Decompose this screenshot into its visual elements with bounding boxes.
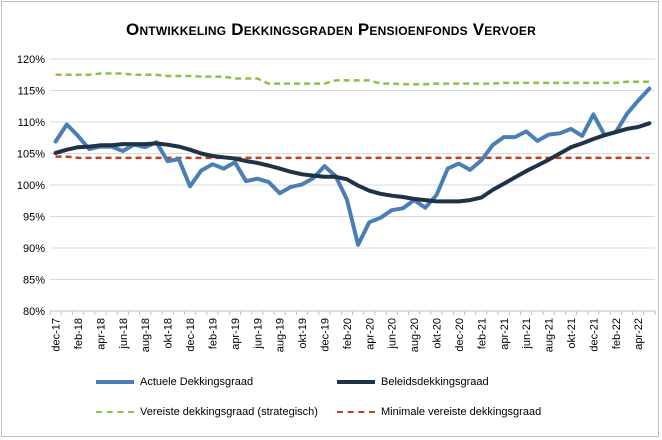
x-tick-label: dec-18 — [185, 318, 197, 352]
x-tick-label: dec-19 — [319, 318, 331, 352]
legend-swatch — [337, 380, 375, 384]
series-line-0 — [53, 86, 652, 247]
legend-swatch — [96, 380, 134, 384]
x-tick-label: jun-21 — [521, 318, 533, 350]
series-line-3 — [55, 155, 650, 160]
legend-swatch — [337, 411, 375, 413]
x-tick-label: feb-19 — [207, 318, 219, 349]
x-tick-label: dec-21 — [588, 318, 600, 352]
legend-swatch — [96, 411, 134, 413]
legend-item: Beleidsdekkingsgraad — [337, 376, 489, 388]
x-tick-label: jun-19 — [252, 318, 264, 350]
x-tick-label: feb-21 — [476, 318, 488, 349]
gridlines — [50, 58, 655, 312]
x-tick-label: dec-17 — [51, 318, 63, 352]
legend-item: Minimale vereiste dekkingsgraad — [337, 406, 541, 418]
x-tick-label: aug-18 — [140, 318, 152, 352]
x-tick-label: dec-20 — [454, 318, 466, 352]
y-tick-label: 120% — [17, 54, 45, 66]
x-tick-label: aug-19 — [275, 318, 287, 352]
x-tick-label: apr-19 — [230, 318, 242, 350]
y-tick-label: 85% — [23, 275, 45, 287]
x-tick-label: apr-21 — [499, 318, 511, 350]
x-tick-label: feb-22 — [611, 318, 623, 349]
x-tick-label: okt-18 — [163, 318, 175, 349]
x-axis — [49, 310, 656, 315]
x-tick-label: apr-20 — [364, 318, 376, 350]
y-tick-label: 80% — [23, 306, 45, 318]
x-tick-label: feb-20 — [342, 318, 354, 349]
x-tick-label: jun-18 — [118, 318, 130, 350]
x-tick-label: apr-22 — [633, 318, 645, 350]
y-axis-ticks: 80% 85% 90% 95% 100% 105% 110% 115% 120% — [17, 54, 45, 318]
series-line-2 — [55, 72, 650, 86]
legend-label: Beleidsdekkingsgraad — [381, 376, 489, 388]
series-lines — [53, 72, 652, 247]
x-tick-label: jun-20 — [387, 318, 399, 350]
x-axis-ticks: dec-17 feb-18 apr-18 jun-18 aug-18 okt-18 dec-… — [51, 318, 646, 352]
legend-item: Actuele Dekkingsgraad — [96, 376, 253, 388]
y-tick-label: 110% — [18, 117, 46, 129]
legend-label: Vereiste dekkingsgraad (strategisch) — [140, 406, 318, 418]
x-tick-label: okt-21 — [566, 318, 578, 349]
y-tick-label: 95% — [23, 212, 45, 224]
x-tick-label: aug-21 — [544, 318, 556, 352]
x-tick-label: apr-18 — [95, 318, 107, 350]
y-tick-label: 100% — [17, 180, 45, 192]
y-tick-label: 105% — [17, 149, 45, 161]
y-tick-label: 115% — [18, 86, 46, 98]
legend-label: Minimale vereiste dekkingsgraad — [381, 406, 542, 418]
x-tick-label: aug-20 — [409, 318, 421, 352]
x-tick-label: okt-20 — [432, 318, 444, 349]
series-line-1 — [53, 121, 652, 204]
x-tick-label: okt-19 — [297, 318, 309, 349]
chart-title: Ontwikkeling Dekkingsgraden Pensioenfond… — [126, 20, 536, 39]
y-tick-label: 90% — [23, 243, 45, 255]
x-tick-label: feb-18 — [73, 318, 85, 349]
legend-label: Actuele Dekkingsgraad — [140, 376, 254, 388]
legend-item: Vereiste dekkingsgraad (strategisch) — [96, 406, 318, 418]
